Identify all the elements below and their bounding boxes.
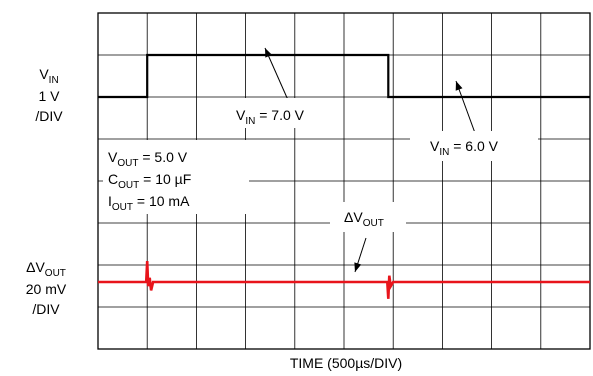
vin-channel-label: VIN: [39, 66, 58, 86]
conditions-label-box: [103, 140, 249, 214]
dvout-label-box: [330, 202, 406, 232]
vout-condition-label: VOUT = 5.0 V: [108, 149, 188, 169]
vin-high-label-box: [216, 98, 332, 128]
vin-low-label-box: [410, 131, 538, 161]
vin-low-arrow: [455, 80, 476, 134]
cout-condition-label: COUT = 10 µF: [108, 171, 191, 191]
dvout-scale-label: 20 mV: [26, 281, 67, 297]
annotation-arrows: [264, 47, 476, 273]
vin-high-label: VIN = 7.0 V: [236, 107, 305, 127]
dvout-channel-label: ΔVOUT: [26, 259, 66, 279]
dvout-label: ΔVOUT: [344, 209, 384, 229]
dvout-arrow: [354, 237, 367, 273]
vin-low-label: VIN = 6.0 V: [430, 138, 499, 158]
vin-div-label: /DIV: [35, 108, 63, 124]
iout-condition-label: IOUT = 10 mA: [108, 193, 190, 213]
vin-trace: [98, 53, 590, 99]
dvout-trace: [98, 260, 590, 299]
x-axis-label: TIME (500µs/DIV): [290, 355, 402, 371]
dvout-div-label: /DIV: [32, 301, 60, 317]
vin-scale-label: 1 V: [38, 88, 60, 104]
